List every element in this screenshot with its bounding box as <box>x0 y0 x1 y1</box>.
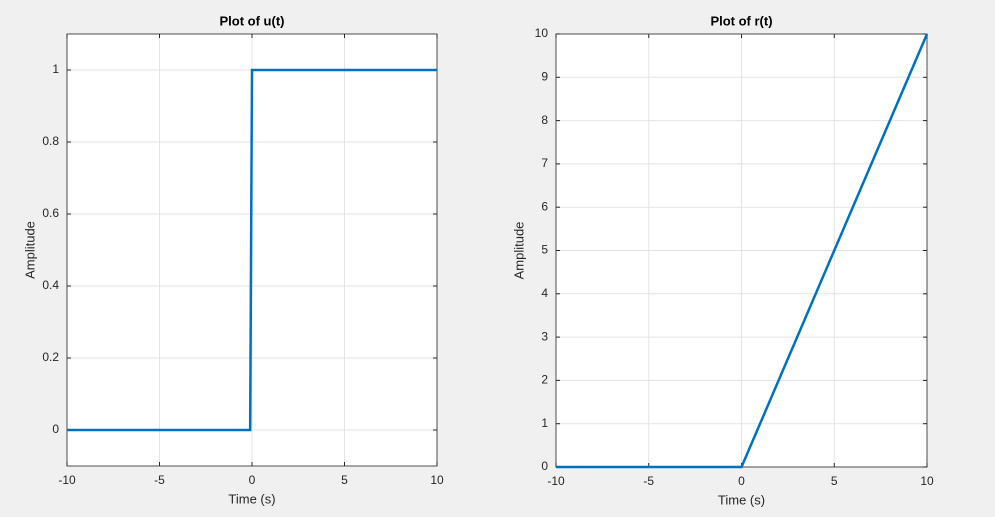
chart-title: Plot of r(t) <box>710 13 772 28</box>
x-tick-label: -10 <box>547 474 565 488</box>
y-tick-label: 0.8 <box>42 134 59 148</box>
y-tick-label: 2 <box>541 373 548 387</box>
x-tick-label: 0 <box>738 474 745 488</box>
subplot: -10 -5 0 5 10 0 0.2 0.4 0.6 0.8 1 Plot of u(t) Time … <box>22 13 444 506</box>
y-tick-label: 6 <box>541 199 548 213</box>
y-tick-label: 8 <box>541 113 548 127</box>
y-axis-label: Amplitude <box>511 222 526 280</box>
y-tick-label: 3 <box>541 329 548 343</box>
y-axis-label: Amplitude <box>22 221 37 279</box>
x-tick-label: 10 <box>430 473 444 487</box>
y-tick-label: 0.6 <box>42 206 59 220</box>
subplot: -10 -5 0 5 10 0 1 2 3 4 5 6 7 8 9 10 Plot of r(t) Time (s… <box>511 13 934 507</box>
y-tick-label: 0.4 <box>42 278 59 292</box>
x-tick-label: -5 <box>643 474 654 488</box>
x-tick-label: -10 <box>58 473 76 487</box>
x-axis-label: Time (s) <box>228 491 275 506</box>
y-tick-label: 0 <box>541 459 548 473</box>
data-line <box>556 33 929 469</box>
x-tick-label: 10 <box>920 474 934 488</box>
y-tick-label: 7 <box>541 156 548 170</box>
y-tick-label: 1 <box>541 416 548 430</box>
axes-box <box>66 33 438 467</box>
chart-title: Plot of u(t) <box>220 13 285 28</box>
x-tick-label: 5 <box>831 474 838 488</box>
x-axis-label: Time (s) <box>718 492 765 507</box>
x-tick-label: 5 <box>341 473 348 487</box>
y-tick-label: 1 <box>52 62 59 76</box>
x-tick-label: -5 <box>154 473 165 487</box>
y-tick-label: 10 <box>535 26 549 40</box>
x-tick-label: 0 <box>249 473 256 487</box>
y-tick-label: 4 <box>541 286 548 300</box>
data-line <box>67 68 437 432</box>
y-tick-label: 5 <box>541 243 548 257</box>
y-tick-label: 9 <box>541 69 548 83</box>
y-tick-label: 0.2 <box>42 350 59 364</box>
y-tick-label: 0 <box>52 422 59 436</box>
